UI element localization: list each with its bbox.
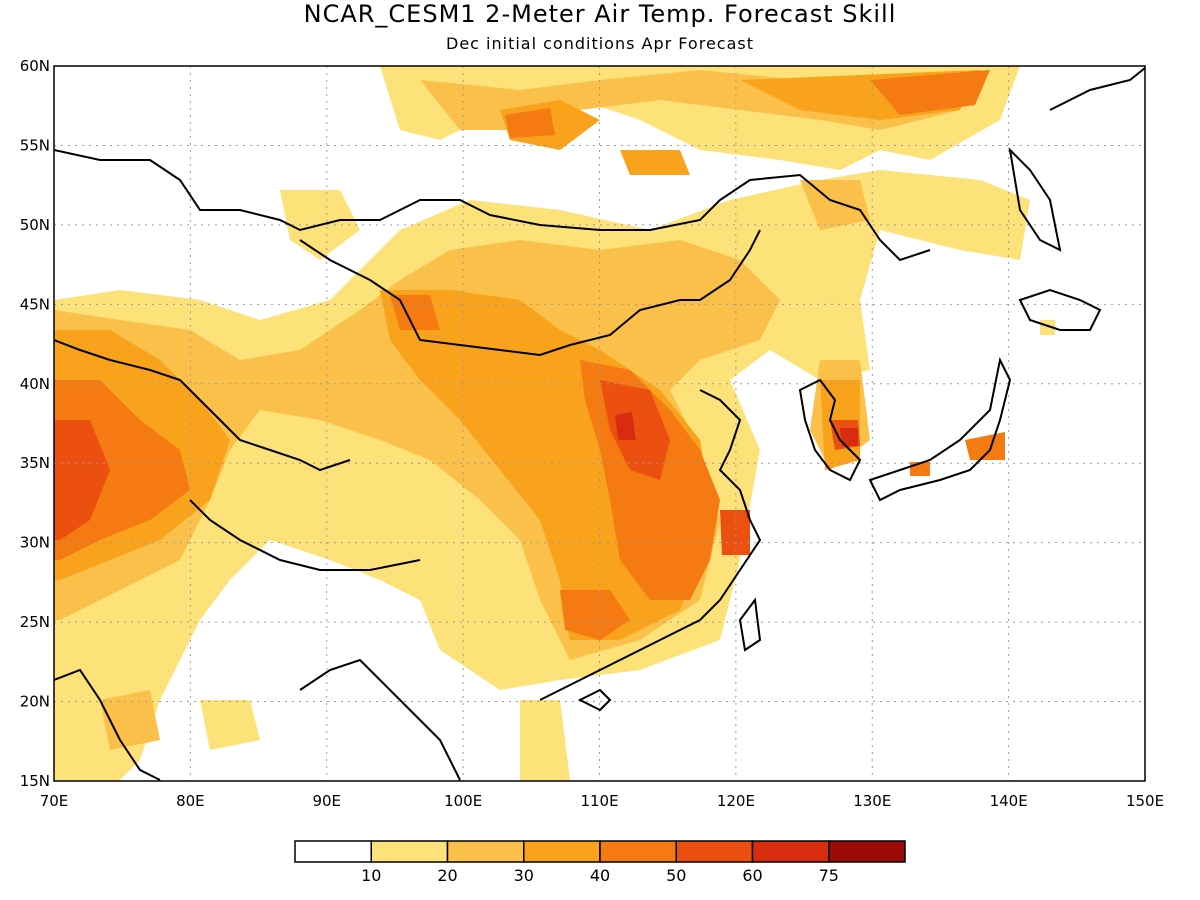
coastline — [54, 149, 931, 262]
lat-tick-label: 45N — [20, 295, 50, 313]
colorbar-label: 10 — [361, 866, 381, 885]
shade-region — [620, 150, 690, 175]
shade-region — [600, 380, 670, 480]
coastline — [738, 597, 762, 652]
coastline — [577, 688, 612, 712]
colorbar-label: 40 — [590, 866, 610, 885]
country-border — [299, 229, 761, 357]
colorbar-label: 50 — [666, 866, 686, 885]
lat-tick-label: 35N — [20, 454, 50, 472]
lat-tick-label: 60N — [20, 57, 50, 75]
lat-tick-label: 15N — [20, 772, 50, 790]
shade-region — [720, 510, 750, 555]
shade-region — [520, 700, 570, 780]
chart-subtitle: Dec initial conditions Apr Forecast — [446, 34, 754, 53]
lon-tick-label: 110E — [580, 792, 618, 810]
shade-region — [200, 700, 260, 750]
shade-region — [615, 412, 636, 440]
colorbar-swatch — [599, 840, 677, 863]
coastline — [798, 378, 862, 482]
coastline-layer — [54, 67, 1145, 781]
longitude-tick-labels: 70E 80E 90E 100E 110E 120E 130E 140E 150E — [40, 792, 1164, 810]
lat-tick-label: 20N — [20, 693, 50, 711]
colorbar-swatch — [294, 840, 372, 863]
lat-tick-label: 40N — [20, 375, 50, 393]
coastline — [539, 389, 762, 701]
country-border — [54, 339, 351, 472]
colorbar-label: 75 — [819, 866, 839, 885]
lon-tick-label: 120E — [717, 792, 755, 810]
chart-title: NCAR_CESM1 2-Meter Air Temp. Forecast Sk… — [303, 0, 897, 28]
lon-tick-label: 90E — [312, 792, 341, 810]
colorbar-swatch — [370, 840, 449, 863]
colorbar-swatch — [446, 840, 525, 863]
lat-tick-label: 30N — [20, 534, 50, 552]
plot-frame — [53, 65, 1146, 782]
lat-tick-label: 55N — [20, 136, 50, 154]
country-border — [189, 499, 421, 571]
colorbar-label: 60 — [742, 866, 762, 885]
lon-tick-label: 80E — [176, 792, 205, 810]
colorbar-label: 20 — [437, 866, 457, 885]
shade-region — [560, 590, 630, 640]
colorbar-label: 30 — [514, 866, 534, 885]
gridlines — [54, 66, 1145, 781]
shade-region — [965, 432, 1005, 460]
lon-tick-label: 100E — [444, 792, 482, 810]
lon-tick-label: 130E — [853, 792, 891, 810]
lon-tick-label: 140E — [990, 792, 1028, 810]
shade-region — [100, 690, 160, 750]
shade-region — [870, 70, 990, 115]
shade-region — [505, 108, 555, 138]
shade-region — [54, 420, 110, 540]
coastline — [1008, 147, 1062, 252]
coastline — [54, 668, 161, 781]
lat-tick-label: 25N — [20, 613, 50, 631]
shading-layer — [54, 66, 1055, 780]
coastline — [1018, 288, 1102, 331]
shade-region — [940, 200, 1010, 230]
coastline — [299, 658, 461, 781]
colorbar-swatch — [523, 840, 601, 863]
colorbar: 10 20 30 40 50 60 75 — [294, 840, 906, 885]
colorbar-swatch — [828, 840, 906, 863]
shade-region — [800, 180, 870, 230]
colorbar-swatch — [751, 840, 830, 863]
coastline — [1049, 67, 1145, 111]
latitude-tick-labels: 15N 20N 25N 30N 35N 40N 45N 50N 55N 60N — [20, 57, 50, 790]
lon-tick-label: 150E — [1126, 792, 1164, 810]
coastline — [868, 356, 1012, 502]
colorbar-swatch — [675, 840, 754, 863]
lon-tick-label: 70E — [40, 792, 69, 810]
shade-region — [840, 428, 858, 446]
lat-tick-label: 50N — [20, 216, 50, 234]
